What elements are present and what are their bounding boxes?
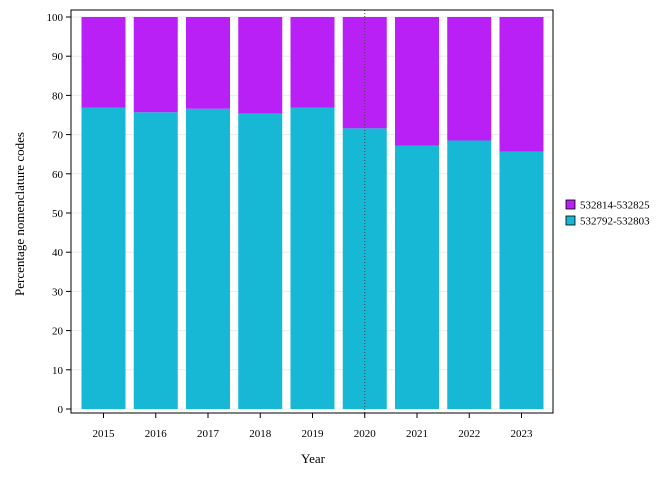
- bar-2023-series-1: [499, 17, 544, 152]
- y-tick-label-60: 60: [52, 169, 64, 181]
- x-tick-label-2016: 2016: [145, 428, 168, 440]
- bar-2017-series-0: [186, 108, 230, 409]
- bar-2017-series-1: [186, 17, 230, 109]
- x-tick-label-2017: 2017: [197, 428, 220, 440]
- x-tick-label-2019: 2019: [302, 428, 325, 440]
- x-tick-label-2020: 2020: [354, 428, 377, 440]
- bar-2019-series-0: [290, 107, 335, 409]
- y-axis-title: Percentage nomenclature codes: [12, 132, 27, 296]
- x-tick-label-2018: 2018: [249, 428, 272, 440]
- y-tick-label-20: 20: [52, 326, 64, 338]
- bar-2021-series-0: [395, 145, 439, 410]
- bar-2015-series-0: [81, 107, 126, 409]
- y-axis: 0 10 20 30 40 50 60 70 80 90 100: [47, 12, 71, 416]
- y-tick-label-30: 30: [52, 286, 64, 298]
- y-tick-label-10: 10: [52, 365, 64, 377]
- bar-2018-series-1: [238, 17, 283, 114]
- legend-swatch-532814-532825: [565, 199, 576, 210]
- bar-2018-series-0: [238, 113, 283, 409]
- bar-2016-series-0: [133, 112, 178, 410]
- x-axis-title: Year: [301, 451, 326, 466]
- y-tick-label-90: 90: [52, 51, 64, 63]
- y-tick-label-100: 100: [47, 12, 64, 24]
- bar-2022-series-0: [447, 140, 492, 410]
- bar-2016-series-1: [133, 17, 178, 113]
- y-tick-label-80: 80: [52, 90, 64, 102]
- legend-swatch-532792-532803: [565, 215, 576, 226]
- y-tick-label-40: 40: [52, 247, 64, 259]
- y-tick-label-70: 70: [52, 130, 64, 142]
- x-tick-label-2015: 2015: [93, 428, 116, 440]
- y-tick-label-0: 0: [58, 404, 64, 416]
- bar-2021-series-1: [395, 17, 439, 146]
- bar-2023-series-0: [499, 151, 544, 409]
- x-axis: 2015 2016 2017 2018 2019 2020 2021 2022 2023: [93, 413, 534, 440]
- bars: [81, 17, 544, 410]
- x-tick-label-2022: 2022: [458, 428, 480, 440]
- y-tick-label-50: 50: [52, 208, 64, 220]
- bar-2015-series-1: [81, 17, 126, 108]
- bar-2022-series-1: [447, 17, 492, 141]
- x-tick-label-2021: 2021: [406, 428, 428, 440]
- x-tick-label-2023: 2023: [511, 428, 534, 440]
- bar-2019-series-1: [290, 17, 335, 108]
- legend-label-532792-532803: 532792-532803: [580, 216, 650, 228]
- legend-label-532814-532825: 532814-532825: [580, 200, 650, 212]
- legend: 532814-532825 532792-532803: [565, 199, 650, 228]
- bar-2020-series-1: [342, 17, 387, 129]
